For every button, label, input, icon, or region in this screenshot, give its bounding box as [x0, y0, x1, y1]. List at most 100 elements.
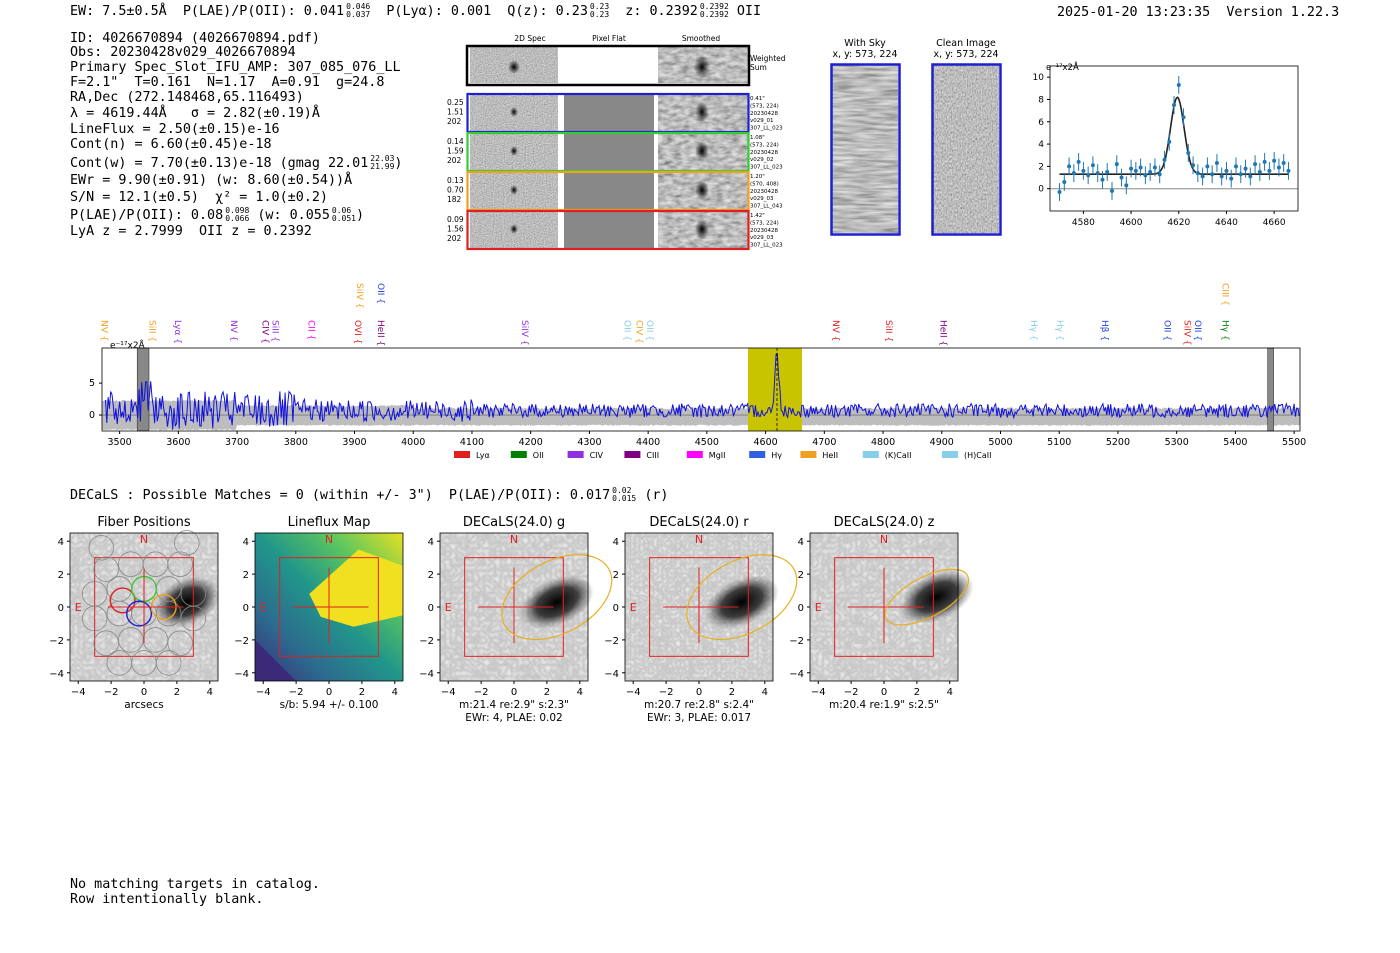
x-tick-label: 3900 [342, 437, 366, 448]
data-point [1105, 169, 1110, 174]
x-tick-label: 4660 [1263, 218, 1286, 228]
y-tick-label: 4 [798, 537, 804, 548]
cutout-gap [559, 212, 563, 248]
cutout-meta: (573, 224) [750, 142, 779, 148]
y-tick-label: −4 [604, 669, 619, 680]
lineflux-low [255, 639, 297, 681]
emission-line-label: OII { [375, 283, 385, 304]
x-tick-label: 0 [511, 687, 517, 698]
panel-caption: m:21.4 re:2.9" s:2.3" [459, 699, 569, 711]
sky-images [830, 63, 1002, 236]
cutout-meta: 307_LL_043 [750, 204, 783, 210]
emission-line-label: Hγ { [1028, 320, 1038, 341]
north-label: N [325, 533, 333, 546]
emission-line-label: CIII { [1220, 283, 1230, 306]
x-tick-label: 5400 [1223, 437, 1247, 448]
data-point [1191, 163, 1196, 168]
emission-line-label: OVI { [352, 320, 362, 344]
cutout-meta: 20230428 [750, 150, 778, 156]
x-tick-label: 4 [392, 687, 398, 698]
col-2d-spec: 2D Spec [514, 34, 545, 43]
data-point [1086, 173, 1091, 178]
data-point [1162, 157, 1167, 162]
x-tick-label: 5200 [1106, 437, 1130, 448]
emission-line-label: CIV { [259, 320, 269, 344]
y-tick-label: 2 [613, 570, 619, 581]
emission-line-label: SiIV { [354, 283, 364, 309]
legend-swatch [686, 451, 703, 458]
cutout-stats: 202 [447, 234, 462, 243]
y-tick-label: 4 [58, 537, 64, 548]
data-point [1076, 159, 1081, 164]
east-label: E [630, 601, 637, 614]
aperture-box [649, 557, 749, 657]
data-point [1262, 159, 1267, 164]
legend-label: CIII [646, 451, 659, 460]
cutout-stats: 202 [447, 117, 462, 126]
data-point [1138, 165, 1143, 170]
legend-label: Lyα [476, 451, 490, 460]
cutout-meta: (573, 224) [750, 220, 779, 226]
aperture-box [834, 557, 934, 657]
emission-line-label: Hγ { [1220, 320, 1230, 341]
data-point [1186, 151, 1191, 155]
data-point [1067, 164, 1072, 169]
x-tick-label: 4100 [460, 437, 484, 448]
info-ewr: EWr = 9.90(±0.91) (w: 8.60(±0.54))Å [70, 173, 353, 188]
imaging-panel: DECaLS(24.0) g N E −4 −4 −2 −2 0 0 2 2 4 4 m:21.4 re:… [419, 515, 613, 724]
info-params: F=2.1" T=0.161 N=1.17 A=0.91 g=24.8 [70, 75, 385, 90]
panel-title: Lineflux Map [288, 515, 371, 530]
data-point [1267, 168, 1272, 173]
x-tick-label: −4 [71, 687, 86, 698]
data-point [1148, 169, 1153, 174]
data-point [1114, 162, 1119, 167]
legend-label: (K)CaII [885, 451, 912, 460]
y-tick-label: 2 [243, 570, 249, 581]
cutout-gap [654, 212, 658, 248]
north-label: N [140, 533, 148, 546]
cutout-meta: 20230428 [750, 111, 778, 117]
emission-line-label: NV { [228, 320, 238, 341]
emission-line-label: OII { [1192, 320, 1202, 341]
data-point [1090, 163, 1095, 168]
x-tick-label: 4000 [401, 437, 425, 448]
zoom-line-fit-chart: 4580 4600 4620 4640 4660 0 2 4 6 8 10e⁻¹⁷x2Å [1033, 61, 1299, 228]
footer-line1: No matching targets in catalog. [70, 877, 320, 892]
data-point [1119, 175, 1124, 180]
cutout-meta: 0.41" [750, 96, 765, 102]
x-tick-label: −2 [474, 687, 489, 698]
cutout-stats: 0.70 [447, 186, 464, 195]
emission-line-label: SiIV { [519, 320, 529, 346]
data-point [1157, 172, 1162, 177]
cutout-meta: 1.42" [750, 213, 765, 219]
y-tick-label: 4 [1038, 140, 1044, 150]
fiber-circle [167, 630, 193, 656]
fiber-circle [93, 556, 119, 582]
x-tick-label: 5000 [988, 437, 1012, 448]
panel-title: DECaLS(24.0) r [649, 515, 749, 530]
x-tick-label: 4800 [871, 437, 895, 448]
panel-caption-2: EWr: 4, PLAE: 0.02 [465, 712, 562, 724]
x-tick-label: −2 [659, 687, 674, 698]
y-tick-label: −2 [604, 636, 619, 647]
cutout-meta: 20230428 [750, 189, 778, 195]
info-radec: RA,Dec (272.148468,65.116493) [70, 90, 304, 105]
x-tick-label: 5100 [1047, 437, 1071, 448]
cutout-smoothed-source [695, 102, 709, 122]
x-tick-label: 0 [326, 687, 332, 698]
y-tick-label: −2 [234, 636, 249, 647]
panel-caption: arcsecs [124, 699, 163, 711]
full-spectrum-chart: 3500 3600 3700 3800 3900 4000 4100 4200 4300 4400… [89, 283, 1306, 460]
y-tick-label: 2 [798, 570, 804, 581]
x-tick-label: 4400 [636, 437, 660, 448]
x-tick-label: −4 [256, 687, 271, 698]
legend-label: (H)CaII [964, 451, 991, 460]
info-plae: P(LAE)/P(OII): 0.08 0.098 0.066 (w: 0.055 0… [70, 206, 365, 224]
data-point [1133, 168, 1138, 173]
x-tick-label: 2 [544, 687, 550, 698]
data-point [1167, 139, 1172, 144]
emission-line-label: HeII { [375, 320, 385, 346]
